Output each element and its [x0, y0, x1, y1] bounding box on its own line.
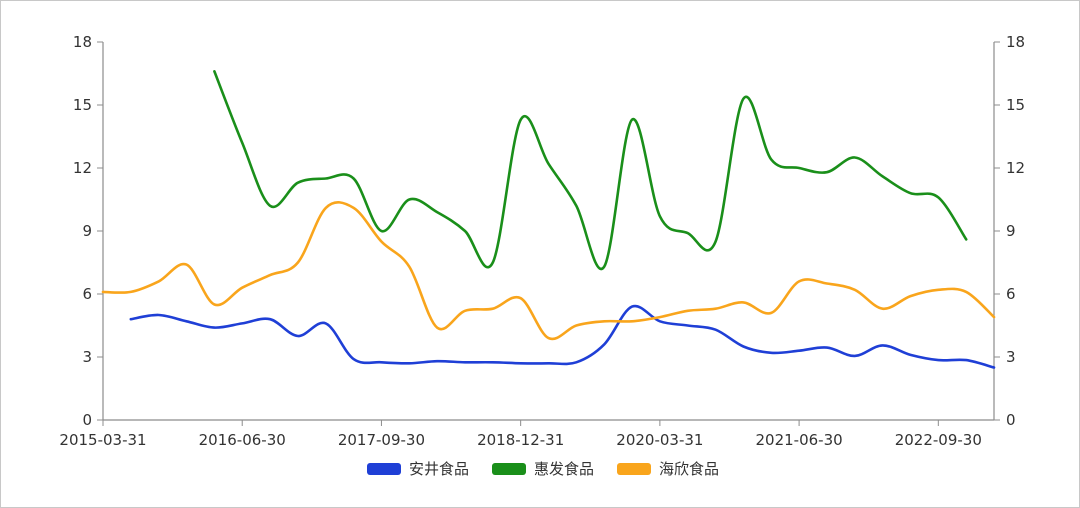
series-lines [101, 70, 996, 369]
right-y-tick-label: 9 [1006, 222, 1016, 240]
right-y-tick-label: 12 [1006, 159, 1025, 177]
x-tick-label: 2016-06-30 [199, 431, 286, 449]
series-line-2 [213, 70, 968, 271]
left-y-tick-label: 9 [82, 222, 92, 240]
right-y-tick-label: 18 [1006, 33, 1025, 51]
legend-swatch [492, 463, 526, 475]
series-line-3 [101, 201, 996, 341]
right-y-tick-label: 3 [1006, 348, 1016, 366]
x-tick-label: 2022-09-30 [895, 431, 982, 449]
x-tick-label: 2020-03-31 [616, 431, 703, 449]
x-tick-label: 2017-09-30 [338, 431, 425, 449]
legend-swatch [617, 463, 651, 475]
legend-label: 海欣食品 [659, 460, 719, 478]
left-y-tick-label: 18 [73, 33, 92, 51]
x-tick-label: 2015-03-31 [59, 431, 146, 449]
legend-label: 安井食品 [409, 460, 469, 478]
right-y-tick-label: 6 [1006, 285, 1016, 303]
right-y-tick-label: 0 [1006, 411, 1016, 429]
axes: 0 3 6 9 12 15 18 0 3 6 9 12 15 18 2015-03-31 2016-06-30… [59, 33, 1025, 449]
x-tick-label: 2021-06-30 [756, 431, 843, 449]
legend: 安井食品 惠发食品 海欣食品 [367, 460, 719, 478]
left-y-tick-label: 6 [82, 285, 92, 303]
series-line-1 [129, 304, 996, 369]
left-y-tick-label: 3 [82, 348, 92, 366]
legend-label: 惠发食品 [534, 460, 594, 478]
legend-swatch [367, 463, 401, 475]
left-y-tick-label: 12 [73, 159, 92, 177]
right-y-tick-label: 15 [1006, 96, 1025, 114]
left-y-tick-label: 15 [73, 96, 92, 114]
left-y-tick-label: 0 [82, 411, 92, 429]
x-tick-label: 2018-12-31 [477, 431, 564, 449]
